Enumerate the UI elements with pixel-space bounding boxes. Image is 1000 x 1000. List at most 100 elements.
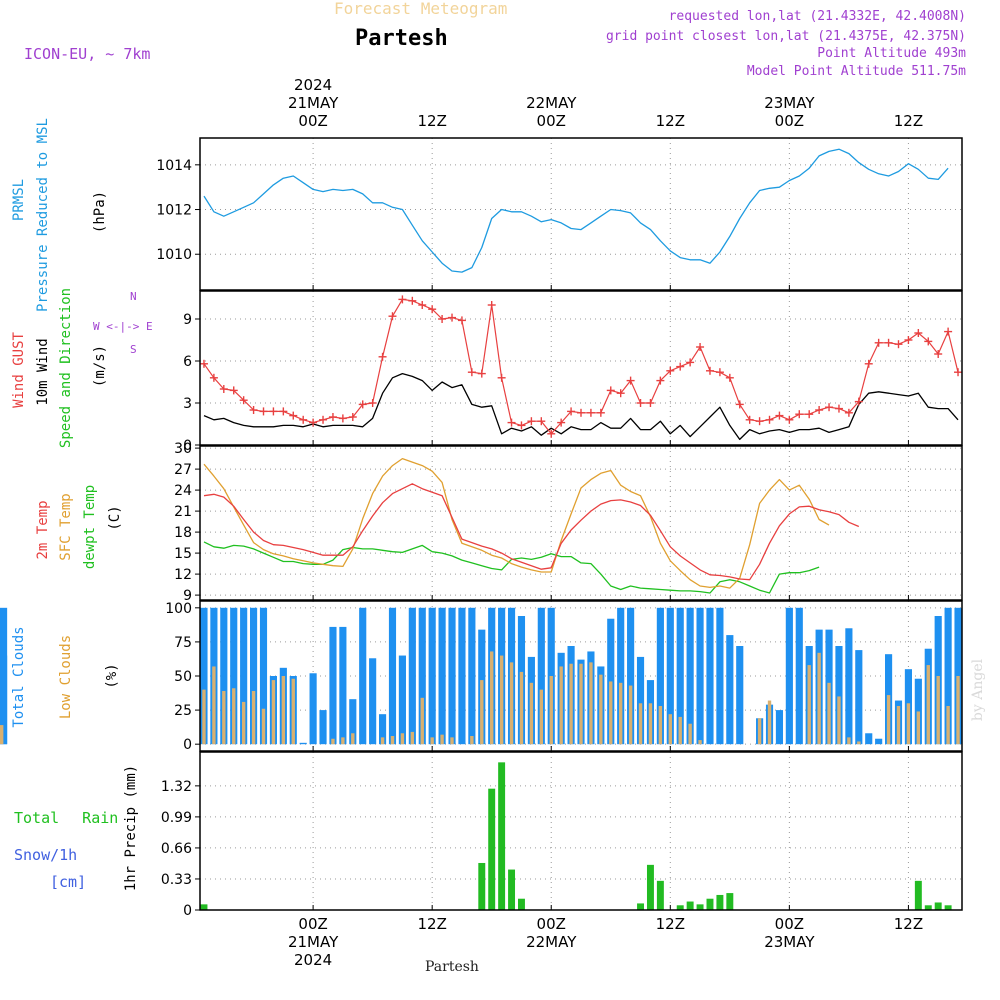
low-cloud-bar xyxy=(331,738,335,745)
total-cloud-bar xyxy=(299,742,307,745)
compass-n: N xyxy=(130,290,137,303)
dewpoint-line xyxy=(203,541,820,594)
low-cloud-bar xyxy=(420,697,424,745)
low-clouds-label: Low Clouds xyxy=(58,634,74,720)
total-clouds-label: Total Clouds xyxy=(11,626,27,728)
wind-10m-label: 10m Wind xyxy=(35,338,51,406)
total-cloud-bar xyxy=(250,607,258,745)
low-cloud-bar xyxy=(271,680,276,745)
bottom-time-label: 12Z xyxy=(417,915,446,933)
low-cloud-bar xyxy=(440,734,444,745)
low-cloud-bar xyxy=(926,665,930,745)
low-cloud-bar xyxy=(589,662,593,745)
total-cloud-bar xyxy=(378,714,387,745)
low-cloud-bar xyxy=(609,681,613,745)
low-cloud-bar xyxy=(0,725,4,745)
total-cloud-bar xyxy=(220,607,228,745)
low-cloud-bar xyxy=(698,740,702,745)
low-cloud-bar xyxy=(529,682,534,745)
y-tick-label: 12 xyxy=(174,567,192,583)
grid-point-coords: grid point closest lon,lat (21.4375E, 42… xyxy=(605,29,966,44)
low-cloud-bar xyxy=(817,652,821,745)
low-cloud-bar xyxy=(688,723,692,745)
low-cloud-bar xyxy=(946,706,950,745)
total-cloud-bar xyxy=(736,646,744,745)
low-cloud-bar xyxy=(956,676,960,745)
hpa-unit-label: (hPa) xyxy=(92,190,108,234)
wind-speed-line xyxy=(203,372,959,441)
wind-gust-label: Wind GUST xyxy=(11,332,27,408)
low-cloud-bar xyxy=(916,711,921,745)
bottom-time-label: 2024 xyxy=(294,951,332,969)
model-point-altitude: Model Point Altitude 511.75m xyxy=(746,64,966,79)
bottom-time-label: 12Z xyxy=(894,915,923,933)
compass-we: W <-|-> E xyxy=(93,320,153,333)
total-cloud-bar xyxy=(468,607,476,745)
precip-bar xyxy=(676,905,684,910)
low-cloud-bar xyxy=(480,680,484,745)
low-cloud-bar xyxy=(827,682,831,745)
precip-bar xyxy=(478,862,486,910)
panel-frame xyxy=(199,137,963,291)
top-time-label: 00Z xyxy=(537,112,566,130)
total-cloud-bar xyxy=(865,733,873,745)
low-cloud-bar xyxy=(896,706,901,745)
total-cloud-bar xyxy=(200,607,208,745)
precip-bar xyxy=(706,898,714,910)
y-tick-label: 1014 xyxy=(156,158,192,174)
panel-frame xyxy=(199,600,963,752)
total-cloud-bar xyxy=(309,673,317,745)
low-cloud-bar xyxy=(291,678,295,745)
pressure-line xyxy=(203,148,949,273)
y-tick-label: 1010 xyxy=(156,247,192,263)
total-cloud-bar xyxy=(855,650,863,745)
ms-unit-label: (m/s) xyxy=(92,344,108,388)
low-cloud-bar xyxy=(281,676,286,745)
low-cloud-bar xyxy=(599,674,603,745)
low-cloud-bar xyxy=(341,737,345,745)
low-cloud-bar xyxy=(619,682,623,745)
y-tick-label: 27 xyxy=(174,462,192,478)
low-cloud-bar xyxy=(430,737,434,745)
panel-frame xyxy=(199,751,963,911)
precip-bar xyxy=(716,894,724,910)
precip-bar xyxy=(686,901,694,910)
low-cloud-bar xyxy=(400,733,405,745)
total-cloud-bar xyxy=(418,607,426,745)
y-tick-label: 15 xyxy=(174,546,192,562)
total-cloud-bar xyxy=(726,635,734,745)
low-cloud-bar xyxy=(222,691,226,745)
y-tick-label: 3 xyxy=(183,396,192,412)
y-tick-label: 25 xyxy=(174,703,192,719)
footer-location: Partesh xyxy=(425,959,479,975)
bottom-time-label: 00Z xyxy=(775,915,804,933)
precip-bar xyxy=(200,904,208,910)
total-cloud-bar xyxy=(319,710,327,745)
y-tick-label: 6 xyxy=(183,354,192,370)
y-tick-label: 0.99 xyxy=(161,810,192,826)
y-tick-label: 75 xyxy=(174,635,192,651)
low-cloud-bar xyxy=(678,716,682,745)
total-cloud-bar xyxy=(329,626,337,745)
precip-bar xyxy=(646,864,654,910)
total-cloud-bar xyxy=(240,607,248,745)
snow-label: Snow/1h xyxy=(14,846,78,864)
precip-bar xyxy=(934,902,942,910)
precip-bar xyxy=(924,905,932,910)
total-cloud-bar xyxy=(875,738,883,745)
y-tick-label: 24 xyxy=(174,483,192,499)
speed-direction-label: Speed and Direction xyxy=(58,287,74,449)
snow-unit-label: [cm] xyxy=(50,873,87,891)
requested-coords: requested lon,lat (21.4332E, 42.4008N) xyxy=(668,9,966,24)
precip-bar xyxy=(488,788,496,910)
low-cloud-bar xyxy=(837,696,841,745)
precip-bar xyxy=(944,905,952,910)
low-cloud-bar xyxy=(251,691,256,745)
top-time-label: 12Z xyxy=(417,112,446,130)
low-cloud-bar xyxy=(638,703,643,745)
low-cloud-bar xyxy=(410,731,415,745)
low-cloud-bar xyxy=(767,700,772,745)
y-tick-label: 50 xyxy=(174,669,192,685)
y-tick-label: 1.32 xyxy=(161,779,192,795)
